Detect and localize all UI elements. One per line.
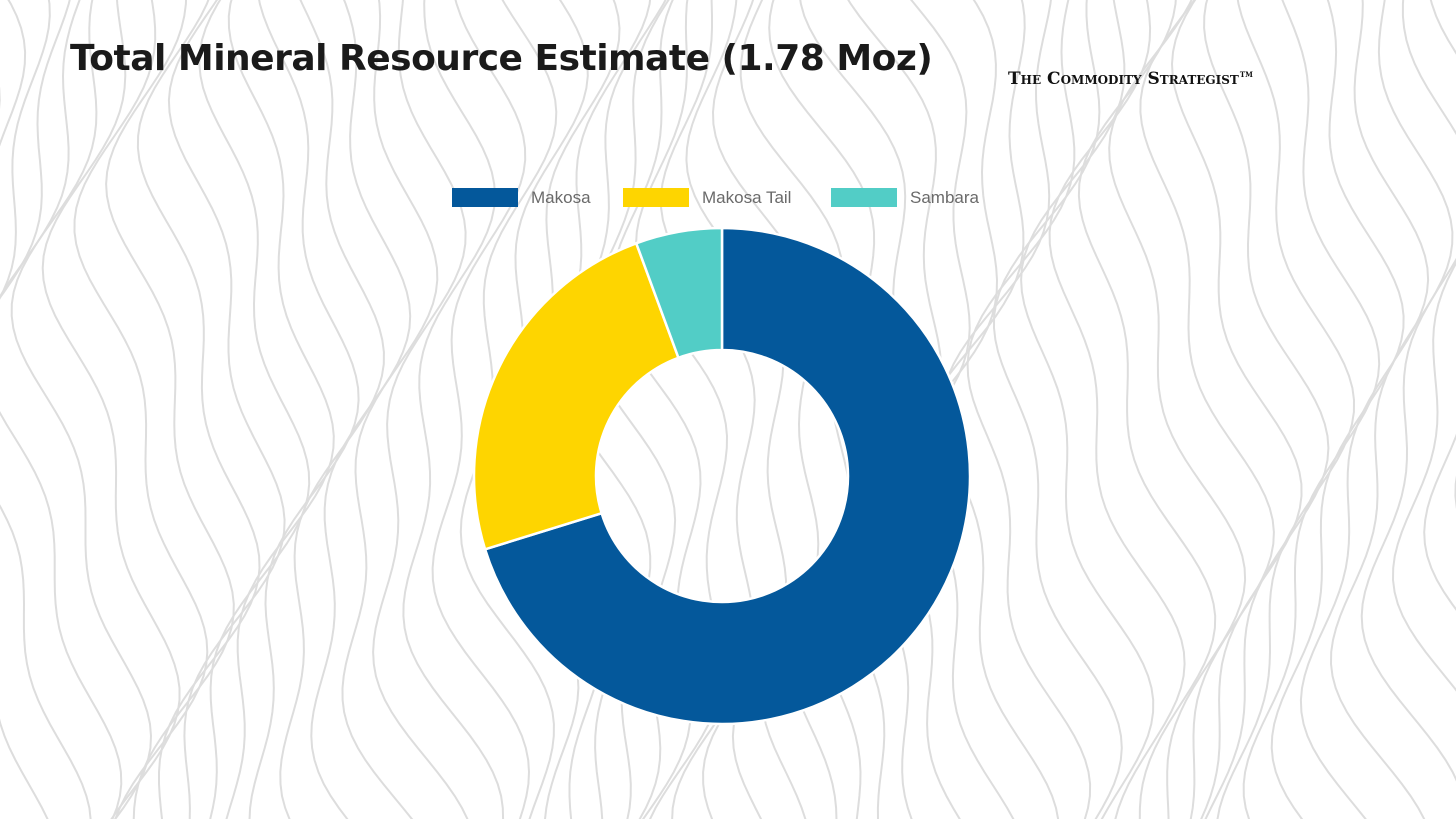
slice-makosa-tail[interactable]	[472, 241, 681, 551]
contour-line	[1077, 0, 1217, 819]
legend-swatch-makosa-tail[interactable]	[623, 188, 689, 207]
contour-line	[198, 0, 311, 819]
contour-line	[1216, 0, 1356, 819]
contour-line	[0, 0, 27, 147]
contour-line	[1329, 0, 1454, 819]
contour-line	[402, 0, 505, 819]
contour-line	[41, 0, 181, 819]
contour-line	[1170, 0, 1303, 819]
legend-swatch-sambara[interactable]	[831, 188, 897, 207]
page-title: Total Mineral Resource Estimate (1.78 Mo…	[70, 38, 933, 79]
legend-label-makosa[interactable]: Makosa	[531, 188, 591, 207]
brand-logo: The Commodity StrategistTM	[1008, 69, 1253, 89]
contour-line	[248, 0, 360, 819]
contour-line	[431, 0, 531, 819]
contour-line	[136, 0, 261, 819]
legend-label-makosa-tail[interactable]: Makosa Tail	[702, 188, 791, 207]
contour-line	[0, 0, 92, 819]
contour-line	[992, 0, 1123, 819]
contour-line	[10, 0, 153, 819]
brand-name: The Commodity Strategist	[1008, 69, 1239, 89]
contour-line	[1048, 0, 1186, 819]
legend-swatch-makosa[interactable]	[452, 188, 518, 207]
slice-sambara[interactable]	[634, 226, 724, 360]
contour-line	[0, 0, 51, 819]
contour-line	[1299, 0, 1430, 819]
contour-line	[225, 0, 335, 819]
slice-makosa[interactable]	[483, 226, 972, 726]
trademark-mark: TM	[1239, 70, 1253, 79]
contour-line	[1391, 0, 1456, 692]
legend-label-sambara[interactable]: Sambara	[910, 188, 980, 207]
contour-line	[1139, 0, 1275, 819]
contour-line	[167, 0, 286, 819]
contour-line	[1203, 0, 1330, 819]
contour-line	[1360, 0, 1456, 782]
contour-line	[105, 0, 235, 819]
contour-line	[1108, 0, 1247, 819]
contour-line	[966, 0, 1092, 819]
contour-line	[0, 0, 123, 819]
contour-line	[341, 0, 439, 819]
contour-line	[310, 0, 412, 819]
contour-line	[372, 0, 469, 819]
